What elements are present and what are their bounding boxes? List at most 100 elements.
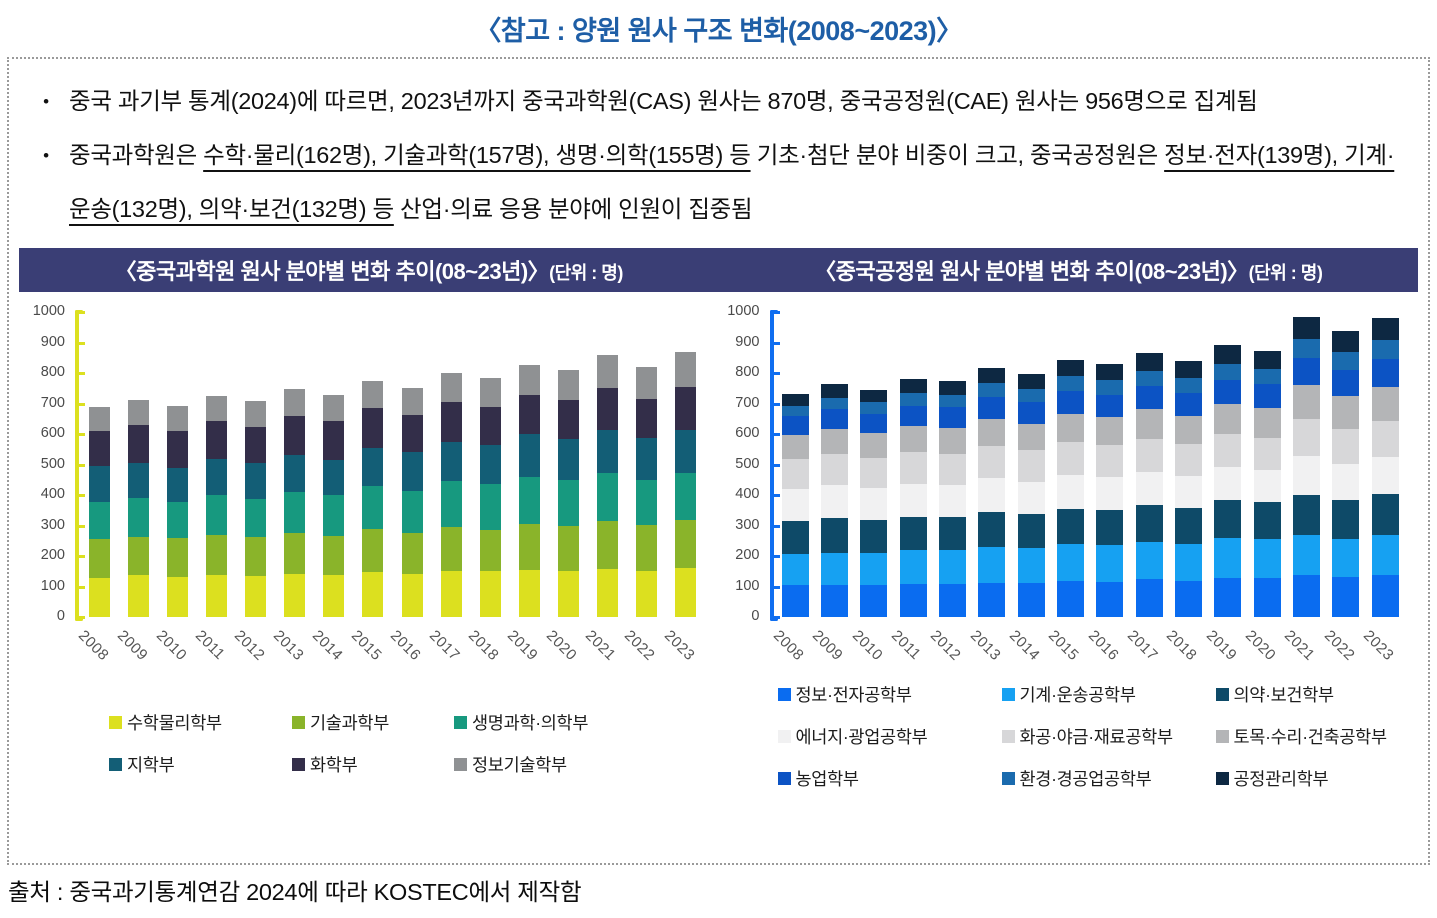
report-page: 〈참고 : 양원 원사 구조 변화(2008~2023)〉 • 중국 과기부 통… [0, 9, 1437, 907]
legend-label: 토목·수리·건축공학부 [1233, 727, 1388, 748]
bar-segment [206, 535, 228, 576]
x-axis-label: 2008 [74, 627, 112, 665]
source-note: 출처 : 중국과기통계연감 2024에 따라 KOSTEC에서 제작함 [8, 879, 582, 905]
bar-segment [1056, 414, 1084, 443]
bar-segment [245, 576, 267, 618]
x-axis-label: 2015 [1045, 627, 1083, 665]
bar-segment [401, 388, 423, 416]
cas-chart-unit: (단위 : 명) [549, 263, 623, 284]
bar-segment [323, 495, 345, 537]
bar-2016 [401, 388, 423, 618]
bar-segment [1214, 404, 1242, 434]
x-axis-label: 2016 [387, 627, 425, 665]
bar-segment [1214, 466, 1242, 501]
bar-segment [323, 536, 345, 575]
bar-segment [245, 463, 267, 499]
y-axis-tick [79, 341, 85, 345]
y-axis-tick [79, 433, 85, 437]
legend-item: 토목·수리·건축공학부 [1215, 724, 1388, 749]
bar-2009 [820, 384, 848, 618]
bar-segment [1056, 360, 1084, 377]
bar-segment [479, 484, 501, 530]
bar-segment [1174, 580, 1202, 618]
bar-2020 [1253, 351, 1281, 618]
bar-segment [860, 520, 888, 553]
bar-segment [1371, 457, 1399, 495]
bar-segment [820, 429, 848, 455]
bar-segment [1214, 500, 1242, 538]
bar-segment [596, 568, 618, 618]
bar-2017 [1135, 353, 1163, 618]
legend-item: 기술과학부 [292, 710, 454, 735]
cas-stacked-bar-chart: 0 100 200 300 400 500 600 700 800 900 1000 2008 2009… [11, 298, 718, 798]
bar-segment [781, 458, 809, 490]
y-axis-tick [79, 616, 85, 620]
legend-swatch [1001, 730, 1015, 744]
bar-2015 [362, 380, 384, 618]
bar-segment [167, 467, 189, 502]
y-axis-label: 400 [735, 486, 760, 503]
bar-segment [1017, 388, 1045, 402]
bar-segment [557, 400, 579, 439]
bar-segment [245, 498, 267, 537]
bar-segment [518, 524, 540, 570]
bar-2017 [440, 373, 462, 618]
y-axis-label: 100 [735, 577, 760, 594]
bar-segment [362, 572, 384, 618]
bar-segment [1096, 581, 1124, 618]
bar-segment [401, 452, 423, 491]
x-axis-label: 2018 [465, 627, 503, 665]
bar-segment [635, 570, 657, 618]
legend-label: 화공·야금·재료공학부 [1019, 727, 1174, 748]
y-axis-label: 200 [40, 547, 65, 564]
bar-2019 [1214, 345, 1242, 618]
bar-segment [362, 486, 384, 530]
bar-2018 [479, 377, 501, 618]
bar-2023 [1371, 317, 1399, 618]
bar-segment [1174, 361, 1202, 379]
bar-segment [781, 393, 809, 406]
legend-swatch [292, 716, 305, 730]
bar-segment [938, 381, 966, 395]
legend-item: 환경·경공업공학부 [1001, 766, 1216, 791]
bullet2-mid: 기초·첨단 분야 비중이 크고, 중국공정원은 [750, 142, 1165, 168]
bullet-item-1: • 중국 과기부 통계(2024)에 따르면, 2023년까지 중국과학원(CA… [23, 75, 1402, 129]
bullet2-tail: 산업·의료 응용 분야에 인원이 집중됨 [393, 195, 753, 222]
bar-segment [323, 574, 345, 618]
bar-segment [978, 418, 1006, 447]
x-axis-label: 2008 [769, 627, 808, 665]
bar-segment [1096, 380, 1124, 395]
bar-segment [284, 455, 306, 493]
cas-chart-title-text: 〈중국과학원 원사 분야별 변화 추이(08~23년)〉 [114, 259, 550, 285]
bar-segment [1056, 390, 1084, 415]
bar-segment [518, 394, 540, 435]
bar-segment [1253, 578, 1281, 618]
bar-segment [820, 584, 848, 618]
bar-segment [675, 429, 696, 473]
bar-segment [1017, 582, 1045, 618]
bar-segment [557, 525, 579, 571]
bar-segment [440, 441, 462, 482]
x-axis-label: 2020 [543, 627, 581, 665]
legend-swatch [454, 758, 467, 772]
y-axis-tick [79, 555, 85, 559]
bar-segment [899, 379, 927, 394]
reference-box: • 중국 과기부 통계(2024)에 따르면, 2023년까지 중국과학원(CA… [7, 57, 1430, 865]
bar-segment [1174, 443, 1202, 476]
y-axis-line [769, 310, 774, 622]
bar-segment [675, 519, 696, 568]
legend-label: 정보기술학부 [472, 755, 567, 776]
bar-segment [1096, 444, 1124, 477]
bar-segment [323, 421, 345, 460]
legend-label: 수학물리학부 [127, 713, 222, 734]
chart-legend: 수학물리학부 기술과학부 생명과학·의학부 지학부 화학부 정보기술학부 [109, 710, 588, 777]
bar-2014 [323, 395, 345, 618]
bar-segment [1332, 464, 1360, 501]
bar-segment [596, 521, 618, 569]
bullet-item-2: • 중국과학원은 수학·물리(162명), 기술과학(157명), 생명·의학(… [23, 129, 1402, 236]
bar-segment [245, 536, 267, 577]
bar-segment [1214, 433, 1242, 467]
y-axis-tick [773, 311, 780, 315]
bar-segment [1017, 481, 1045, 515]
y-axis-tick [79, 585, 85, 589]
